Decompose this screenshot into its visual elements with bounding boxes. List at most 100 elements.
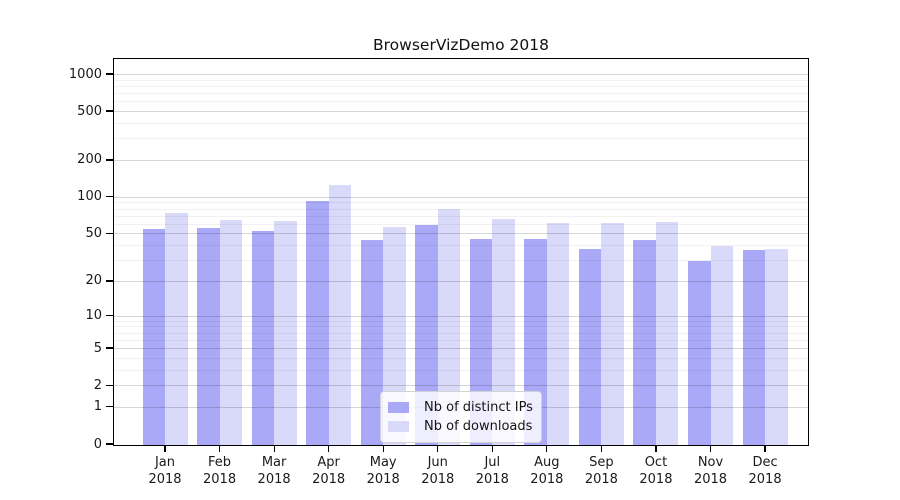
bar-nb-of-distinct-ips-jun — [415, 224, 438, 445]
legend-item-distinct-ips: Nb of distinct IPs — [388, 399, 534, 416]
gridline-minor — [114, 245, 808, 247]
y-tick — [105, 314, 113, 317]
gridline-major — [114, 159, 808, 161]
x-tick — [382, 445, 384, 452]
gridline-minor — [114, 332, 808, 334]
gridline-minor — [114, 202, 808, 204]
bar-nb-of-distinct-ips-feb — [197, 227, 220, 445]
y-tick-label: 100 — [77, 189, 102, 205]
gridline-major — [114, 315, 808, 317]
gridline-major — [114, 280, 808, 282]
gridline-minor — [114, 223, 808, 225]
x-tick-label-jul: Jul 2018 — [475, 455, 509, 487]
bar-nb-of-distinct-ips-dec — [742, 250, 766, 445]
bar-nb-of-downloads-jan — [165, 213, 188, 445]
gridline-major — [114, 348, 808, 350]
legend: Nb of distinct IPs Nb of downloads — [380, 391, 542, 443]
y-tick — [105, 110, 113, 112]
gridline-minor — [114, 326, 808, 328]
gridline-minor — [114, 85, 808, 87]
y-tick — [105, 232, 113, 235]
gridline-major — [114, 196, 808, 198]
x-tick — [273, 445, 275, 452]
axis-layer: 0 1 2 5 10 20 50 100 200 500 1000 Jan 2018 Feb 2018 M… — [69, 59, 808, 488]
x-tick — [600, 445, 602, 452]
legend-swatch-distinct-ips — [388, 402, 409, 413]
legend-label-downloads: Nb of downloads — [424, 419, 533, 434]
y-tick — [105, 443, 113, 445]
x-tick — [218, 445, 221, 452]
bar-nb-of-downloads-dec — [765, 248, 788, 445]
bar-nb-of-downloads-feb — [219, 219, 243, 445]
gridline-minor — [114, 79, 808, 81]
x-tick-label-mar: Mar 2018 — [257, 455, 291, 487]
bar-nb-of-distinct-ips-nov — [688, 261, 711, 445]
bar-nb-of-downloads-apr — [328, 184, 352, 445]
bar-nb-of-downloads-jun — [437, 209, 461, 445]
gridline-major — [114, 74, 808, 75]
gridline-minor — [114, 122, 808, 124]
x-tick — [764, 445, 766, 452]
y-tick — [105, 196, 113, 198]
y-tick — [105, 159, 113, 161]
bar-nb-of-distinct-ips-may — [360, 239, 384, 445]
y-tick-label: 20 — [85, 273, 102, 289]
plot-area: 0 1 2 5 10 20 50 100 200 500 1000 Jan 2018 Feb 2018 M… — [69, 58, 809, 488]
y-tick-label: 200 — [77, 152, 102, 168]
x-tick — [546, 445, 548, 452]
x-tick-label-sep: Sep 2018 — [584, 455, 618, 487]
y-tick-label: 500 — [77, 103, 102, 119]
bar-nb-of-distinct-ips-apr — [306, 201, 329, 445]
bar-nb-of-distinct-ips-oct — [633, 239, 656, 445]
y-tick-label: 10 — [85, 308, 102, 324]
bar-nb-of-distinct-ips-mar — [251, 231, 275, 445]
gridline-minor — [114, 369, 808, 371]
gridline-major — [114, 111, 808, 113]
gridline-minor — [114, 138, 808, 140]
x-tick-label-jan: Jan 2018 — [148, 455, 182, 487]
x-tick — [328, 445, 330, 452]
bar-nb-of-downloads-may — [383, 226, 406, 445]
x-tick-label-feb: Feb 2018 — [203, 455, 237, 487]
bar-nb-of-downloads-nov — [710, 246, 733, 445]
y-tick-label: 5 — [93, 340, 102, 356]
bar-nb-of-downloads-mar — [274, 220, 297, 445]
gridline-major — [114, 233, 808, 235]
bar-nb-of-downloads-jul — [492, 219, 515, 445]
x-tick-label-nov: Nov 2018 — [693, 455, 728, 487]
y-tick-label: 1000 — [68, 66, 102, 82]
gridline-minor — [114, 208, 808, 210]
gridline-minor — [114, 93, 808, 95]
x-tick — [437, 445, 439, 452]
x-tick — [491, 445, 493, 452]
gridline-minor — [114, 357, 808, 359]
legend-label-distinct-ips: Nb of distinct IPs — [424, 400, 533, 415]
y-tick-label: 0 — [93, 436, 102, 452]
y-tick-label: 2 — [93, 377, 102, 393]
y-tick — [105, 347, 113, 349]
y-tick-label: 50 — [85, 225, 102, 241]
gridline-minor — [114, 320, 808, 322]
x-tick-label-jun: Jun 2018 — [421, 455, 455, 487]
x-tick-label-dec: Dec 2018 — [748, 455, 782, 487]
x-tick-label-apr: Apr 2018 — [312, 455, 346, 487]
bar-nb-of-distinct-ips-jan — [142, 229, 165, 445]
gridline-minor — [114, 339, 808, 341]
legend-swatch-downloads — [388, 421, 409, 432]
y-tick — [105, 280, 113, 282]
gridline-minor — [114, 101, 808, 103]
y-tick — [105, 406, 113, 408]
bar-nb-of-downloads-sep — [601, 223, 624, 445]
x-tick-label-aug: Aug 2018 — [530, 455, 564, 487]
gridline-minor — [114, 215, 808, 217]
bar-nb-of-distinct-ips-sep — [578, 248, 602, 445]
bar-nb-of-downloads-oct — [655, 222, 679, 445]
legend-item-downloads: Nb of downloads — [388, 418, 534, 435]
x-tick-label-may: May 2018 — [366, 455, 400, 487]
y-tick — [105, 73, 113, 75]
grid-layer — [114, 59, 808, 445]
chart-title: BrowserVizDemo 2018 — [373, 36, 549, 54]
gridline-major — [114, 385, 808, 387]
x-tick — [709, 445, 712, 452]
